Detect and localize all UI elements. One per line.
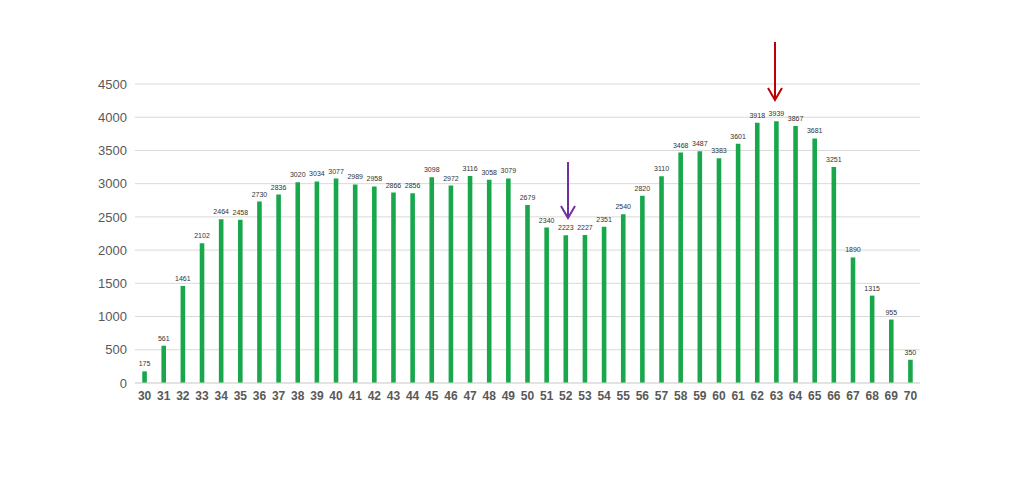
svg-text:0: 0 xyxy=(120,376,127,391)
svg-text:955: 955 xyxy=(885,309,897,316)
svg-text:3034: 3034 xyxy=(309,170,325,177)
svg-text:3867: 3867 xyxy=(788,115,804,122)
svg-text:53: 53 xyxy=(578,389,592,403)
svg-text:1000: 1000 xyxy=(98,309,127,324)
svg-text:38: 38 xyxy=(291,389,305,403)
svg-text:46: 46 xyxy=(444,389,458,403)
svg-text:68: 68 xyxy=(865,389,879,403)
svg-text:35: 35 xyxy=(234,389,248,403)
svg-text:561: 561 xyxy=(158,335,170,342)
svg-text:2989: 2989 xyxy=(347,173,363,180)
svg-text:42: 42 xyxy=(368,389,382,403)
svg-text:3020: 3020 xyxy=(290,171,306,178)
svg-text:2856: 2856 xyxy=(405,182,421,189)
svg-text:58: 58 xyxy=(674,389,688,403)
svg-text:1890: 1890 xyxy=(845,246,861,253)
svg-text:3000: 3000 xyxy=(98,176,127,191)
svg-text:3058: 3058 xyxy=(481,169,497,176)
svg-text:4500: 4500 xyxy=(98,77,127,92)
svg-text:62: 62 xyxy=(751,389,765,403)
svg-text:3918: 3918 xyxy=(749,112,765,119)
svg-text:43: 43 xyxy=(387,389,401,403)
svg-text:67: 67 xyxy=(846,389,860,403)
svg-text:2820: 2820 xyxy=(635,185,651,192)
svg-text:51: 51 xyxy=(540,389,554,403)
svg-text:59: 59 xyxy=(693,389,707,403)
svg-text:1461: 1461 xyxy=(175,275,191,282)
svg-text:4000: 4000 xyxy=(98,110,127,125)
svg-text:36: 36 xyxy=(253,389,267,403)
svg-text:54: 54 xyxy=(597,389,611,403)
svg-text:30: 30 xyxy=(138,389,152,403)
svg-text:3939: 3939 xyxy=(769,110,785,117)
svg-text:2540: 2540 xyxy=(615,203,631,210)
svg-text:3079: 3079 xyxy=(501,167,517,174)
svg-text:3487: 3487 xyxy=(692,140,708,147)
svg-text:63: 63 xyxy=(770,389,784,403)
svg-text:2500: 2500 xyxy=(98,210,127,225)
svg-text:47: 47 xyxy=(463,389,477,403)
svg-text:57: 57 xyxy=(655,389,669,403)
svg-text:2972: 2972 xyxy=(443,175,459,182)
svg-text:2351: 2351 xyxy=(596,216,612,223)
svg-text:32: 32 xyxy=(176,389,190,403)
svg-text:34: 34 xyxy=(214,389,228,403)
svg-text:2102: 2102 xyxy=(194,232,210,239)
svg-text:33: 33 xyxy=(195,389,209,403)
svg-text:2679: 2679 xyxy=(520,194,536,201)
svg-text:64: 64 xyxy=(789,389,803,403)
svg-text:2958: 2958 xyxy=(367,175,383,182)
svg-text:350: 350 xyxy=(905,349,917,356)
svg-text:2730: 2730 xyxy=(252,191,268,198)
svg-text:2223: 2223 xyxy=(558,224,574,231)
svg-text:3681: 3681 xyxy=(807,127,823,134)
svg-text:3110: 3110 xyxy=(654,165,669,172)
svg-text:40: 40 xyxy=(329,389,343,403)
svg-text:69: 69 xyxy=(885,389,899,403)
svg-text:2227: 2227 xyxy=(577,224,593,231)
svg-text:37: 37 xyxy=(272,389,286,403)
svg-text:48: 48 xyxy=(483,389,497,403)
svg-text:56: 56 xyxy=(636,389,650,403)
svg-text:65: 65 xyxy=(808,389,822,403)
svg-text:2340: 2340 xyxy=(539,217,555,224)
svg-text:45: 45 xyxy=(425,389,439,403)
svg-text:55: 55 xyxy=(617,389,631,403)
svg-text:2458: 2458 xyxy=(233,209,249,216)
svg-text:61: 61 xyxy=(731,389,745,403)
svg-text:50: 50 xyxy=(521,389,535,403)
svg-text:70: 70 xyxy=(904,389,918,403)
svg-text:3116: 3116 xyxy=(463,165,478,172)
svg-text:66: 66 xyxy=(827,389,841,403)
svg-text:31: 31 xyxy=(157,389,171,403)
svg-text:3500: 3500 xyxy=(98,143,127,158)
svg-text:175: 175 xyxy=(139,360,151,367)
svg-text:52: 52 xyxy=(559,389,573,403)
svg-text:3468: 3468 xyxy=(673,142,689,149)
svg-text:1315: 1315 xyxy=(864,285,880,292)
svg-text:2000: 2000 xyxy=(98,243,127,258)
svg-text:2464: 2464 xyxy=(213,208,229,215)
svg-text:2836: 2836 xyxy=(271,184,287,191)
svg-text:3098: 3098 xyxy=(424,166,440,173)
svg-text:3077: 3077 xyxy=(328,168,344,175)
svg-text:3601: 3601 xyxy=(730,133,746,140)
svg-text:39: 39 xyxy=(310,389,324,403)
svg-text:41: 41 xyxy=(349,389,363,403)
svg-text:44: 44 xyxy=(406,389,420,403)
svg-text:2866: 2866 xyxy=(386,182,402,189)
svg-text:500: 500 xyxy=(105,342,127,357)
svg-text:3251: 3251 xyxy=(826,156,842,163)
svg-text:49: 49 xyxy=(502,389,516,403)
svg-text:3383: 3383 xyxy=(711,147,727,154)
svg-text:1500: 1500 xyxy=(98,276,127,291)
svg-text:60: 60 xyxy=(712,389,726,403)
